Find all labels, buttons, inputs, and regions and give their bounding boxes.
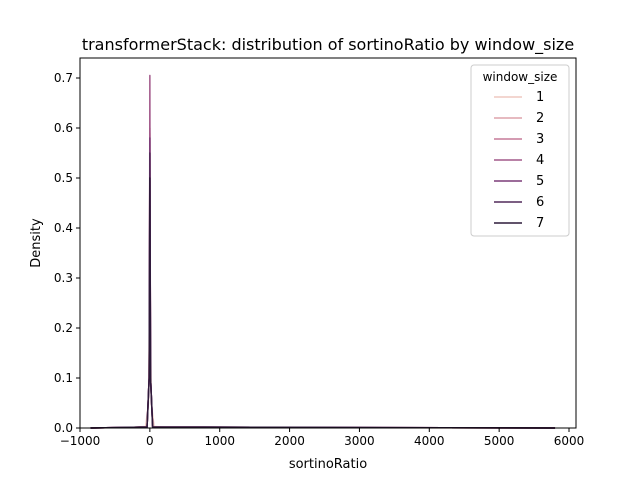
y-tick-label: 0.5: [54, 171, 73, 185]
legend-label-5: 5: [536, 174, 544, 189]
x-tick-label: 0: [146, 434, 154, 448]
y-tick-label: 0.3: [54, 271, 73, 285]
x-tick-label: 2000: [274, 434, 305, 448]
legend-label-6: 6: [536, 195, 544, 210]
y-tick-label: 0.6: [54, 121, 73, 135]
legend-title: window_size: [483, 70, 558, 84]
chart-title: transformerStack: distribution of sortin…: [82, 35, 574, 55]
legend-label-3: 3: [536, 132, 544, 147]
legend-label-4: 4: [536, 153, 544, 168]
y-tick-label: 0.2: [54, 321, 73, 335]
legend-label-1: 1: [536, 90, 544, 105]
series-line-7: [90, 177, 556, 429]
legend-label-7: 7: [536, 216, 544, 231]
legend-label-2: 2: [536, 111, 544, 126]
x-axis-ticks: −1000 0 1000 2000 3000 4000 5000 6000: [60, 428, 585, 448]
x-tick-label: 6000: [554, 434, 585, 448]
axes-frame: [79, 57, 577, 429]
x-tick-label: 5000: [484, 434, 515, 448]
x-tick-label: 4000: [414, 434, 445, 448]
plot-area: [79, 57, 577, 429]
legend-entries: 1 2 3 4 5 6 7: [494, 90, 544, 231]
y-tick-label: 0.1: [54, 371, 73, 385]
y-tick-label: 0.7: [54, 71, 73, 85]
x-tick-label: −1000: [60, 434, 101, 448]
y-tick-label: 0.4: [54, 221, 73, 235]
x-axis-label: sortinoRatio: [289, 457, 367, 472]
y-tick-label: 0.0: [54, 421, 73, 435]
x-tick-label: 1000: [204, 434, 235, 448]
y-axis-ticks: 0.0 0.1 0.2 0.3 0.4 0.5 0.6 0.7: [54, 71, 80, 435]
y-axis-label: Density: [29, 218, 44, 268]
legend: window_size 1 2 3 4 5 6 7: [470, 64, 570, 237]
series-layer: [90, 74, 556, 429]
legend-box: [470, 64, 570, 237]
x-tick-label: 3000: [344, 434, 375, 448]
